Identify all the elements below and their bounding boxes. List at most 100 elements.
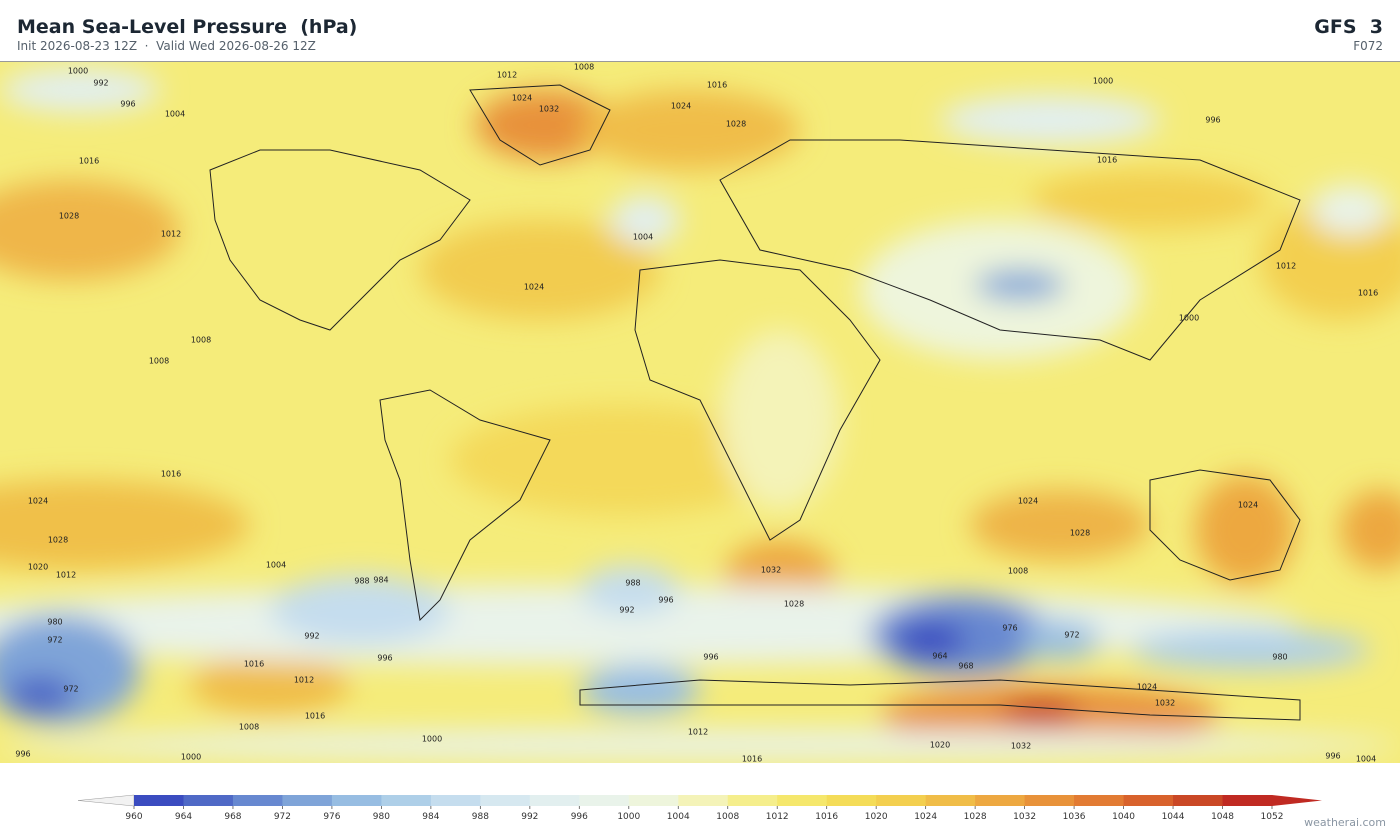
contour-label: 1000 bbox=[68, 67, 88, 76]
pressure-field bbox=[0, 62, 1400, 763]
contour-label: 1004 bbox=[165, 110, 185, 119]
contour-label: 1016 bbox=[79, 157, 99, 166]
contour-label: 1008 bbox=[191, 336, 211, 345]
colorbar-bin bbox=[678, 795, 729, 806]
colorbar-bin bbox=[975, 795, 1026, 806]
colorbar-bin bbox=[1024, 795, 1075, 806]
colorbar-bin bbox=[134, 795, 184, 806]
contour-label: 1016 bbox=[1358, 289, 1378, 298]
coastlines bbox=[209, 84, 1301, 721]
colorbar-over bbox=[1272, 795, 1322, 806]
contour-label: 1032 bbox=[1155, 699, 1175, 708]
colorbar-bin bbox=[430, 795, 481, 806]
colorbar-tick-label: 972 bbox=[274, 812, 291, 822]
contour-label: 992 bbox=[304, 632, 319, 641]
contour-labels: 1000 992 996 1004 1012 1008 1016 1024 1032 1024 10… bbox=[15, 63, 1378, 764]
title: Mean Sea-Level Pressure (hPa) bbox=[17, 16, 358, 38]
colorbar-tick-label: 968 bbox=[224, 812, 241, 822]
contour-label: 984 bbox=[373, 576, 388, 585]
contour-label: 976 bbox=[1002, 624, 1017, 633]
colorbar-tick-label: 1012 bbox=[766, 812, 789, 822]
contour-label: 1008 bbox=[149, 357, 169, 366]
contour-label: 1012 bbox=[688, 728, 708, 737]
contour-label: 1024 bbox=[512, 94, 532, 103]
colorbar-tick-label: 1016 bbox=[815, 812, 838, 822]
colorbar-tick-label: 1004 bbox=[667, 812, 690, 822]
contour-label: 968 bbox=[958, 662, 973, 671]
contour-label: 1024 bbox=[671, 102, 691, 111]
contour-label: 1004 bbox=[1356, 755, 1376, 764]
colorbar-tick-label: 1024 bbox=[914, 812, 937, 822]
contour-label: 1012 bbox=[161, 230, 181, 239]
contour-label: 980 bbox=[47, 618, 62, 627]
colorbar-bin bbox=[1123, 795, 1174, 806]
colorbar-bin bbox=[1074, 795, 1125, 806]
colorbar-bin bbox=[727, 795, 778, 806]
colorbar-tick-label: 1044 bbox=[1162, 812, 1185, 822]
contour-label: 1020 bbox=[28, 563, 48, 572]
credit: weatherai.com bbox=[1304, 816, 1386, 829]
contour-label: 992 bbox=[93, 79, 108, 88]
colorbar-bin bbox=[331, 795, 382, 806]
contour-label: 1004 bbox=[266, 561, 286, 570]
contour-label: 1024 bbox=[28, 497, 48, 506]
contour-label: 996 bbox=[1205, 116, 1220, 125]
colorbar-tick-label: 1008 bbox=[716, 812, 739, 822]
contour-label: 996 bbox=[15, 750, 30, 759]
contour-label: 1008 bbox=[239, 723, 259, 732]
contour-label: 996 bbox=[703, 653, 718, 662]
colorbar-tick-label: 1000 bbox=[617, 812, 640, 822]
contour-label: 1032 bbox=[539, 105, 559, 114]
colorbar-tick-label: 1048 bbox=[1211, 812, 1234, 822]
colorbar-bin bbox=[579, 795, 630, 806]
colorbar-tick-label: 964 bbox=[175, 812, 192, 822]
colorbar-bin bbox=[183, 795, 234, 806]
contour-label: 1000 bbox=[1179, 314, 1199, 323]
colorbar-tick-label: 984 bbox=[422, 812, 439, 822]
contour-label: 1012 bbox=[497, 71, 517, 80]
contour-label: 1032 bbox=[761, 566, 781, 575]
contour-label: 980 bbox=[1272, 653, 1287, 662]
contour-label: 972 bbox=[47, 636, 62, 645]
contour-label: 1028 bbox=[59, 212, 79, 221]
contour-label: 1020 bbox=[930, 741, 950, 750]
contour-label: 1012 bbox=[56, 571, 76, 580]
colorbar-bin bbox=[381, 795, 432, 806]
contour-label: 1012 bbox=[294, 676, 314, 685]
colorbar-bin bbox=[282, 795, 333, 806]
subtitle: Init 2026-08-23 12Z · Valid Wed 2026-08-… bbox=[17, 39, 316, 53]
contour-label: 996 bbox=[658, 596, 673, 605]
colorbar-bin bbox=[826, 795, 877, 806]
contour-label: 1028 bbox=[784, 600, 804, 609]
colorbar-bin bbox=[232, 795, 283, 806]
contour-label: 1028 bbox=[726, 120, 746, 129]
colorbar-bin bbox=[1173, 795, 1224, 806]
colorbar-bin bbox=[480, 795, 531, 806]
contour-label: 1016 bbox=[742, 755, 762, 764]
contour-label: 1024 bbox=[1018, 497, 1038, 506]
colorbar-tick-label: 988 bbox=[472, 812, 489, 822]
colorbar-tick-label: 1036 bbox=[1063, 812, 1086, 822]
contour-label: 1024 bbox=[524, 283, 544, 292]
colorbar-tick-label: 960 bbox=[125, 812, 142, 822]
contour-label: 1016 bbox=[1097, 156, 1117, 165]
contour-label: 1000 bbox=[181, 753, 201, 762]
contour-label: 1008 bbox=[1008, 567, 1028, 576]
contour-label: 1016 bbox=[161, 470, 181, 479]
contour-label: 1028 bbox=[48, 536, 68, 545]
colorbar-tick-label: 1040 bbox=[1112, 812, 1135, 822]
contour-label: 972 bbox=[1064, 631, 1079, 640]
contour-label: 964 bbox=[932, 652, 947, 661]
colorbar-tick-label: 980 bbox=[373, 812, 390, 822]
colorbar-bin bbox=[876, 795, 927, 806]
contour-label: 996 bbox=[1325, 752, 1340, 761]
contour-label: 1008 bbox=[574, 63, 594, 72]
contour-label: 992 bbox=[619, 606, 634, 615]
colorbar-tick-label: 1032 bbox=[1013, 812, 1036, 822]
contour-label: 1012 bbox=[1276, 262, 1296, 271]
colorbar-tick-label: 1020 bbox=[865, 812, 888, 822]
contour-label: 1016 bbox=[707, 81, 727, 90]
contour-label: 988 bbox=[625, 579, 640, 588]
contour-label: 1024 bbox=[1137, 683, 1157, 692]
